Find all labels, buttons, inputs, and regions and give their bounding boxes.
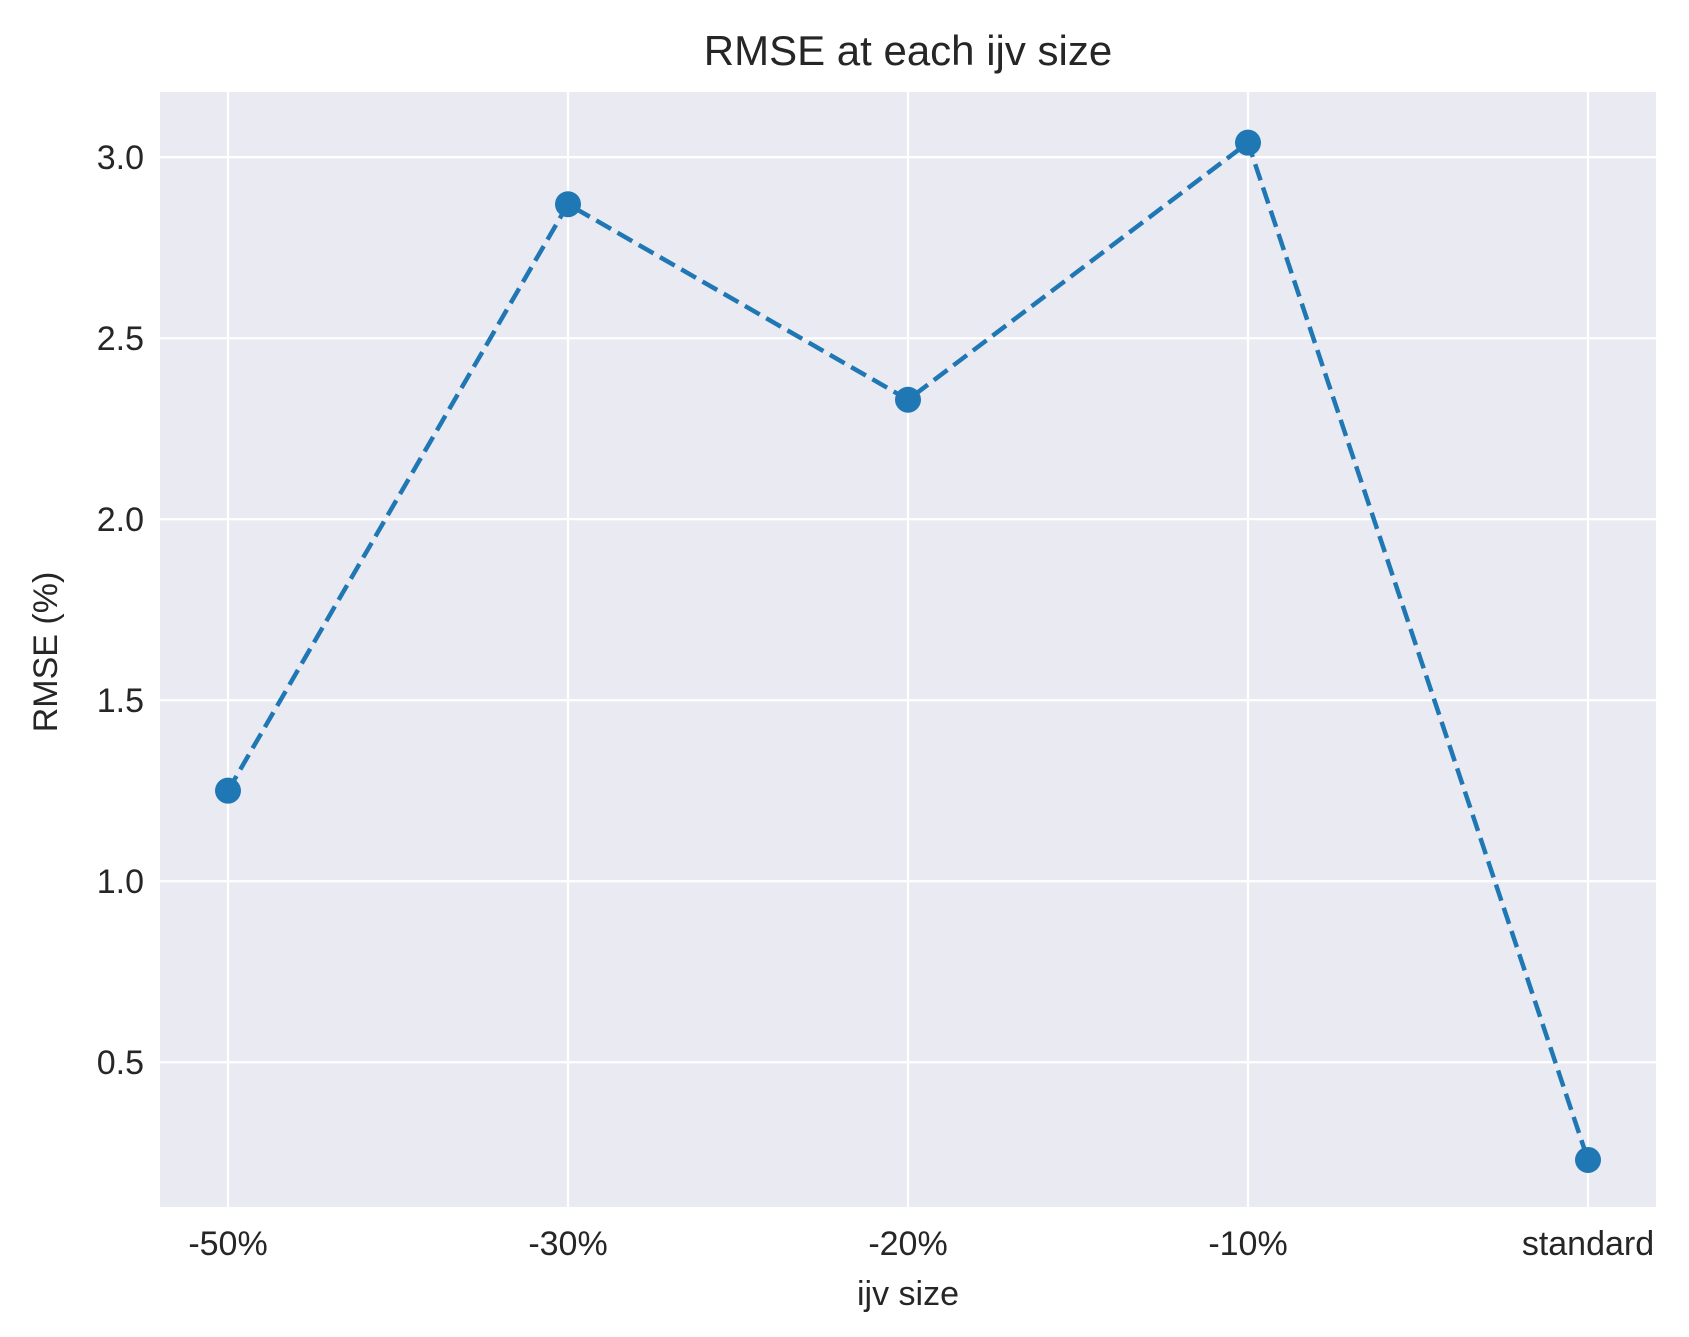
x-tick-label: -20%: [868, 1225, 947, 1263]
y-tick-label: 3.0: [97, 139, 144, 177]
x-tick-label: -30%: [528, 1225, 607, 1263]
y-grid: [160, 156, 1656, 1064]
chart-title: RMSE at each ijv size: [704, 27, 1112, 74]
y-axis-ticks: 0.5 1.0 1.5 2.0 2.5 3.0: [97, 139, 144, 1082]
data-point: [895, 386, 921, 413]
series-rmse: [215, 129, 1601, 1173]
data-point: [1575, 1146, 1601, 1173]
data-point: [215, 777, 241, 804]
y-tick-label: 0.5: [97, 1044, 144, 1082]
x-tick-label: -50%: [188, 1225, 267, 1263]
y-axis-label: RMSE (%): [27, 572, 65, 733]
y-tick-label: 2.0: [97, 501, 144, 539]
x-grid: [226, 92, 1590, 1207]
y-tick-label: 2.5: [97, 320, 144, 358]
y-tick-label: 1.0: [97, 863, 144, 901]
x-tick-label: -10%: [1208, 1225, 1287, 1263]
y-tick-label: 1.5: [97, 682, 144, 720]
data-point: [1235, 129, 1261, 156]
x-axis-ticks: -50% -30% -20% -10% standard: [188, 1225, 1654, 1263]
x-tick-label: standard: [1522, 1225, 1654, 1263]
x-axis-label: ijv size: [857, 1275, 959, 1313]
data-point: [555, 191, 581, 218]
